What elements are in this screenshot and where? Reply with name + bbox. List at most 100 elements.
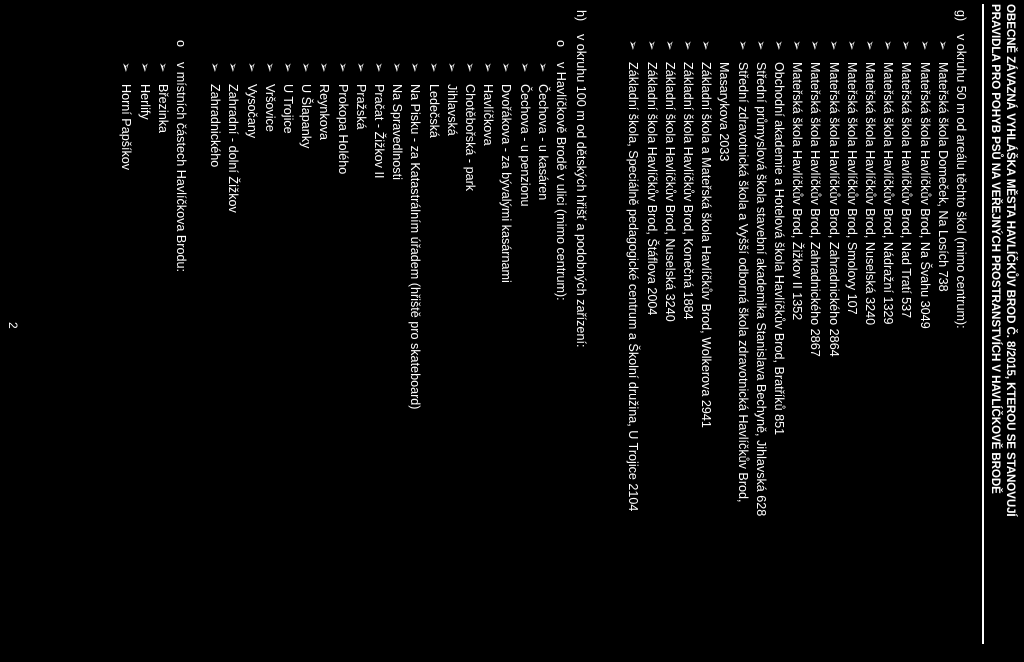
- item-text: Zahradnického: [208, 84, 223, 168]
- item-text: Vršovice: [262, 84, 277, 132]
- item-text: v místních částech Havlíčkova Brodu:: [174, 62, 188, 272]
- bullet-marker: ➢: [463, 62, 477, 73]
- bullet-marker: ➢: [281, 62, 295, 73]
- bullet-marker: o: [174, 40, 188, 48]
- school-list-item: ➢ Střední průmyslová škola stavební akade…: [752, 40, 770, 516]
- school-list-item: ➢ Základní škola, Speciálně pedagogické c…: [624, 40, 642, 511]
- school-list-item: ➢ Mateřská škola Havlíčkův Brod, Smolovy …: [843, 40, 861, 315]
- street-list-item: ➢ Na Spravedlnosti: [388, 62, 406, 180]
- item-text: Střední průmyslová škola stavební akadem…: [753, 62, 768, 517]
- item-text: Střední zdravotnická škola a Vyšší odbor…: [735, 62, 750, 503]
- street-list-item: ➢ Reynkova: [315, 62, 333, 140]
- item-text: U Trojice: [281, 84, 295, 134]
- bullet-marker: ➢: [844, 40, 859, 51]
- item-text: Mateřská škola Domeček, Na Losích 738: [935, 62, 950, 292]
- bullet-marker: ➢: [772, 40, 786, 51]
- bullet-marker: ➢: [935, 40, 950, 51]
- item-text: Mateřská škola Havlíčkův Brod, Žižkov II…: [790, 62, 805, 321]
- bullet-marker: ➢: [408, 62, 423, 73]
- section-h-title: v okruhu 100 m od dětských hřišť a podob…: [574, 34, 589, 348]
- item-text: v Havlíčkově Brodě v ulici (mimo centrum…: [554, 62, 568, 301]
- school-list-item: ➢ Mateřská škola Havlíčkův Brod, Nad Trat…: [897, 40, 915, 318]
- street-list-item: ➢ Pračat - Žižkov II: [370, 62, 388, 178]
- item-text: Březinka: [155, 84, 170, 133]
- street-list-item: ➢ Na Pisku - za Katastrálním úřadem (hřiš…: [406, 62, 424, 409]
- item-text: Základní škola a Mateřská škola Havlíčků…: [699, 62, 714, 428]
- item-text: Mateřská škola Havlíčkův Brod, Nad Tratí…: [899, 62, 914, 319]
- bullet-marker: ➢: [208, 62, 223, 73]
- bullet-marker: ➢: [662, 40, 677, 51]
- street-list-item: ➢ Prokopa Holého: [334, 62, 352, 174]
- item-text: Dvořákova - za bývalými kasárnami: [499, 84, 514, 283]
- item-text: Mateřská škola Havlíčkův Brod, Na Švahu …: [917, 62, 932, 329]
- bullet-marker: ➢: [262, 62, 277, 73]
- street-list-item: ➢ Zahradní - dolní Žižkov: [224, 62, 242, 213]
- bullet-marker: ➢: [790, 40, 805, 51]
- bullet-marker: ➢: [481, 62, 496, 73]
- item-text: Horní Papšíkov: [119, 84, 134, 171]
- bullet-marker: ➢: [390, 62, 405, 73]
- bullet-marker: ➢: [517, 62, 532, 73]
- item-text: Mateřská škola Havlíčkův Brod, Nádražní …: [881, 62, 896, 325]
- village-list-item: ➢ Březinka: [154, 62, 172, 133]
- bullet-marker: ➢: [119, 62, 134, 73]
- school-list-item: ➢ Mateřská škola Havlíčkův Brod, Nuselská…: [861, 40, 879, 325]
- item-text: Čechova - u kasáren: [535, 84, 550, 201]
- school-list-item: ➢ Mateřská škola Havlíčkův Brod, Zahradni…: [825, 40, 843, 357]
- item-text: Na Pisku - za Katastrálním úřadem (hřišt…: [408, 84, 423, 410]
- item-text: Ledečská: [426, 84, 441, 138]
- subsection-1-title: o v Havlíčkově Brodě v ulici (mimo centru…: [552, 40, 570, 301]
- bullet-marker: ➢: [699, 40, 714, 51]
- bullet-marker: ➢: [644, 40, 659, 51]
- bullet-marker: ➢: [826, 40, 841, 51]
- item-text: Základní škola Havlíčkův Brod, Nuselská …: [662, 62, 677, 322]
- document-header: OBECNĚ ZÁVAZNÁ VYHLÁŠKA MĚSTA HAVLÍČKŮV …: [988, 4, 1018, 654]
- school-list-item: ➢ Střední zdravotnická škola a Vyšší odbo…: [734, 40, 752, 503]
- item-text: Na Spravedlnosti: [390, 84, 405, 180]
- bullet-marker: ➢: [881, 40, 896, 51]
- header-rule: [982, 4, 984, 644]
- item-text: Pračat - Žižkov II: [372, 84, 386, 179]
- village-list-item: ➢ Herlify: [136, 62, 154, 120]
- item-text: Mateřská škola Havlíčkův Brod, Zahradnic…: [826, 62, 841, 357]
- school-list-item: ➢ Základní škola a Mateřská škola Havlíčk…: [697, 40, 715, 428]
- street-list-item: ➢ Ledečská: [425, 62, 443, 138]
- street-list-item: ➢ U Trojice: [279, 62, 297, 134]
- item-text: Havlíčkova: [481, 84, 496, 146]
- street-list-item: ➢ Havlíčkova: [479, 62, 497, 146]
- street-list-item: ➢ U Šlapanky: [297, 62, 315, 148]
- section-g-letter: g): [954, 10, 968, 22]
- school-list-item: ➢ Základní škola Havlíčkův Brod, Nuselská…: [661, 40, 679, 322]
- street-list-item: ➢ Čechova - u penzionu: [516, 62, 534, 207]
- bullet-marker: ➢: [226, 62, 241, 73]
- bullet-marker: ➢: [917, 40, 932, 51]
- item-text: Mateřská škola Havlíčkův Brod, Zahradnic…: [808, 62, 823, 357]
- school-list-item: ➢ Mateřská škola Havlíčkův Brod, Žižkov I…: [788, 40, 806, 320]
- bullet-marker: ➢: [535, 62, 550, 73]
- header-line-2: PRAVIDLA PRO POHYB PSŮ NA VEŘEJNÝCH PROS…: [989, 4, 1002, 494]
- subsection-2-title: o v místních částech Havlíčkova Brodu:: [172, 40, 190, 272]
- bullet-marker: ➢: [137, 62, 152, 73]
- item-text: Mateřská škola Havlíčkův Brod, Smolovy 1…: [844, 62, 859, 315]
- school-list-item: ➢ Mateřská škola Havlíčkův Brod, Na Švahu…: [916, 40, 934, 329]
- item-text: Prokopa Holého: [335, 84, 350, 175]
- item-text: U Šlapanky: [299, 84, 314, 149]
- school-list-item: ➢ Základní škola Havlíčkův Brod, Štáflova…: [643, 40, 661, 315]
- bullet-marker: ➢: [299, 62, 314, 73]
- page-number: 2: [6, 322, 20, 329]
- item-text: Vysočany: [244, 84, 259, 139]
- item-text: Základní škola Havlíčkův Brod, Konečná 1…: [681, 62, 695, 320]
- street-list-item: ➢ Chotěbořská - park: [461, 62, 479, 191]
- item-text: Zahradní - dolní Žižkov: [226, 84, 241, 213]
- bullet-marker: ➢: [626, 40, 641, 51]
- street-list-item: ➢ Čechova - u kasáren: [534, 62, 552, 200]
- school-list-item: ➢ Mateřská škola Havlíčkův Brod, Nádražní…: [879, 40, 897, 325]
- item-text: Jihlavská: [444, 84, 459, 136]
- bullet-marker: o: [554, 40, 568, 48]
- bullet-marker: ➢: [681, 40, 695, 51]
- bullet-marker: ➢: [444, 62, 459, 73]
- bullet-marker: ➢: [735, 40, 750, 51]
- bullet-marker: ➢: [808, 40, 823, 51]
- section-g-title: v okruhu 50 m od areálu těchto škol (mim…: [954, 34, 968, 329]
- bullet-marker: ➢: [372, 62, 386, 73]
